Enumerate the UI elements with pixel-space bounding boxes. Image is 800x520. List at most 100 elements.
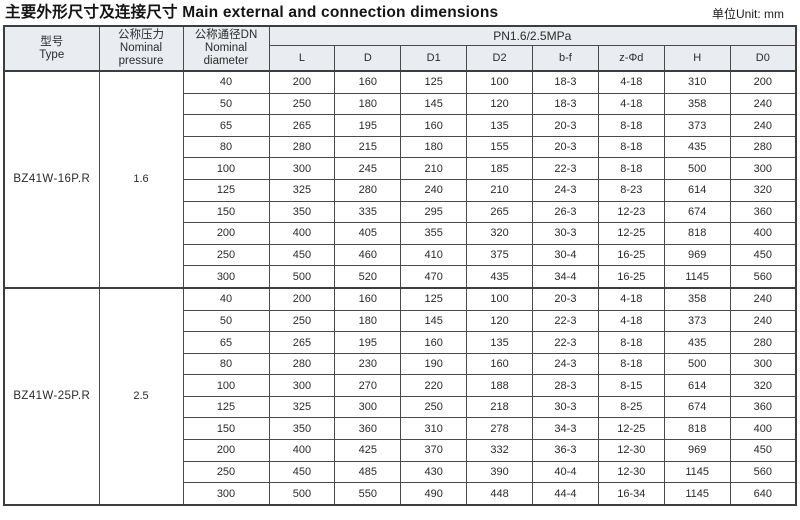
dimension-cell: 430 bbox=[400, 460, 468, 484]
dimension-cell: 28-3 bbox=[532, 374, 599, 397]
dimension-cell: 145 bbox=[400, 309, 468, 333]
dimension-cell: 30-4 bbox=[532, 243, 599, 267]
dimension-cell: 100 bbox=[466, 69, 533, 94]
dimension-cell: 280 bbox=[334, 178, 402, 202]
dimension-cell: 8-25 bbox=[597, 395, 665, 419]
table-row: BZ41W-16P.R 1.6 40 200 160 125 100 18-3 4-18 310 2… bbox=[3, 69, 797, 289]
dimension-cell: 18-3 bbox=[532, 69, 599, 94]
table-row: 250 450 460 410 375 30-4 16-25 969 450 bbox=[4, 243, 797, 267]
dimension-cell: 125 bbox=[182, 395, 270, 419]
dimension-cell: 1145 bbox=[663, 460, 731, 484]
table-body: BZ41W-16P.R 1.6 40 200 160 125 100 18-3 4-18 310 2… bbox=[3, 69, 797, 506]
dimension-cell: 360 bbox=[334, 417, 402, 441]
dimension-cell: 65 bbox=[182, 114, 270, 137]
dimension-cell: 325 bbox=[268, 178, 336, 202]
dimension-cell: 185 bbox=[466, 157, 533, 180]
dimension-cell: 8-18 bbox=[597, 331, 665, 354]
dimension-cell: 40 bbox=[182, 69, 270, 94]
dimension-cell: 135 bbox=[466, 114, 533, 137]
dimension-cell: 250 bbox=[268, 92, 336, 116]
dimension-cell: 450 bbox=[268, 460, 336, 484]
dimension-cell: 150 bbox=[182, 200, 270, 224]
dimension-cell: 160 bbox=[334, 69, 402, 94]
col-header-pressure: 公称压力 Nominal pressure bbox=[98, 25, 184, 72]
dimension-cell: 350 bbox=[268, 417, 336, 441]
col-header-dim: H bbox=[663, 44, 731, 72]
dimension-cell: 145 bbox=[400, 92, 468, 116]
dimension-cell: 8-23 bbox=[597, 178, 665, 202]
dimension-cell: 240 bbox=[729, 309, 797, 333]
dimension-cell: 195 bbox=[334, 331, 402, 354]
dimension-cell: 435 bbox=[466, 265, 533, 289]
dimension-cell: 220 bbox=[400, 374, 468, 397]
dimension-cell: 969 bbox=[663, 439, 731, 462]
dimension-cell: 400 bbox=[729, 417, 797, 441]
table-row: 200 400 425 370 332 36-3 12-30 969 450 bbox=[4, 439, 797, 462]
dimension-cell: 358 bbox=[663, 92, 731, 116]
table-header: 型号 Type 公称压力 Nominal pressure 公称通径DN Nom… bbox=[3, 25, 797, 72]
dimension-cell: 24-3 bbox=[532, 178, 599, 202]
dimension-cell: 240 bbox=[400, 178, 468, 202]
dimension-cell: 210 bbox=[466, 178, 533, 202]
dimension-cell: 155 bbox=[466, 135, 533, 159]
dimension-cell: 20-3 bbox=[532, 286, 599, 311]
table-row: 150 350 360 310 278 34-3 12-25 818 400 bbox=[4, 417, 797, 441]
dimension-cell: 218 bbox=[466, 395, 533, 419]
dimension-cell: 500 bbox=[268, 482, 336, 506]
col-header-dim: D1 bbox=[400, 44, 468, 72]
dimension-cell: 150 bbox=[182, 417, 270, 441]
dimension-cell: 230 bbox=[334, 352, 402, 376]
dimension-cell: 350 bbox=[268, 200, 336, 224]
dimension-cell: 4-18 bbox=[597, 286, 665, 311]
dimension-cell: 120 bbox=[466, 92, 533, 116]
dimension-cell: 325 bbox=[268, 395, 336, 419]
dimension-cell: 4-18 bbox=[597, 69, 665, 94]
dimension-cell: 135 bbox=[466, 331, 533, 354]
pressure-cell: 1.6 bbox=[98, 70, 184, 289]
dimension-cell: 160 bbox=[400, 331, 468, 354]
table-row: 250 450 485 430 390 40-4 12-30 1145 560 bbox=[4, 460, 797, 484]
col-header-dim: b-f bbox=[532, 44, 599, 72]
dimension-cell: 250 bbox=[400, 395, 468, 419]
dimension-cell: 500 bbox=[663, 352, 731, 376]
dimension-cell: 22-3 bbox=[532, 331, 599, 354]
dimension-cell: 614 bbox=[663, 178, 731, 202]
pressure-cell: 2.5 bbox=[98, 286, 184, 506]
dimension-cell: 280 bbox=[729, 135, 797, 159]
dimension-cell: 320 bbox=[729, 178, 797, 202]
dimension-cell: 355 bbox=[400, 222, 468, 245]
type-cell: BZ41W-16P.R bbox=[3, 70, 100, 289]
dimension-cell: 180 bbox=[334, 92, 402, 116]
dimension-cell: 240 bbox=[729, 114, 797, 137]
dimension-cell: 300 bbox=[268, 157, 336, 180]
dimension-cell: 50 bbox=[182, 92, 270, 116]
dimension-cell: 22-3 bbox=[532, 309, 599, 333]
dimension-cell: 300 bbox=[182, 265, 270, 289]
dimension-cell: 36-3 bbox=[532, 439, 599, 462]
dimension-cell: 188 bbox=[466, 374, 533, 397]
dimension-cell: 200 bbox=[268, 286, 336, 311]
dimension-cell: 614 bbox=[663, 374, 731, 397]
dimension-cell: 358 bbox=[663, 286, 731, 311]
dimension-cell: 435 bbox=[663, 331, 731, 354]
dimension-cell: 160 bbox=[466, 352, 533, 376]
dimension-cell: 250 bbox=[182, 243, 270, 267]
col-header-dim: D bbox=[334, 44, 402, 72]
dimension-cell: 295 bbox=[400, 200, 468, 224]
col-header-dim: L bbox=[268, 44, 336, 72]
dimension-cell: 65 bbox=[182, 331, 270, 354]
dimension-cell: 550 bbox=[334, 482, 402, 506]
table-row: 200 400 405 355 320 30-3 12-25 818 400 bbox=[4, 222, 797, 245]
dimension-cell: 120 bbox=[466, 309, 533, 333]
dimension-cell: 520 bbox=[334, 265, 402, 289]
dimension-cell: 300 bbox=[729, 157, 797, 180]
dimension-cell: 20-3 bbox=[532, 135, 599, 159]
dimension-cell: 265 bbox=[466, 200, 533, 224]
dimension-cell: 16-25 bbox=[597, 243, 665, 267]
dimension-cell: 1145 bbox=[663, 265, 731, 289]
col-header-pn-group: PN1.6/2.5MPa bbox=[268, 25, 797, 46]
dimension-cell: 270 bbox=[334, 374, 402, 397]
dimension-cell: 22-3 bbox=[532, 157, 599, 180]
dimension-cell: 280 bbox=[268, 135, 336, 159]
